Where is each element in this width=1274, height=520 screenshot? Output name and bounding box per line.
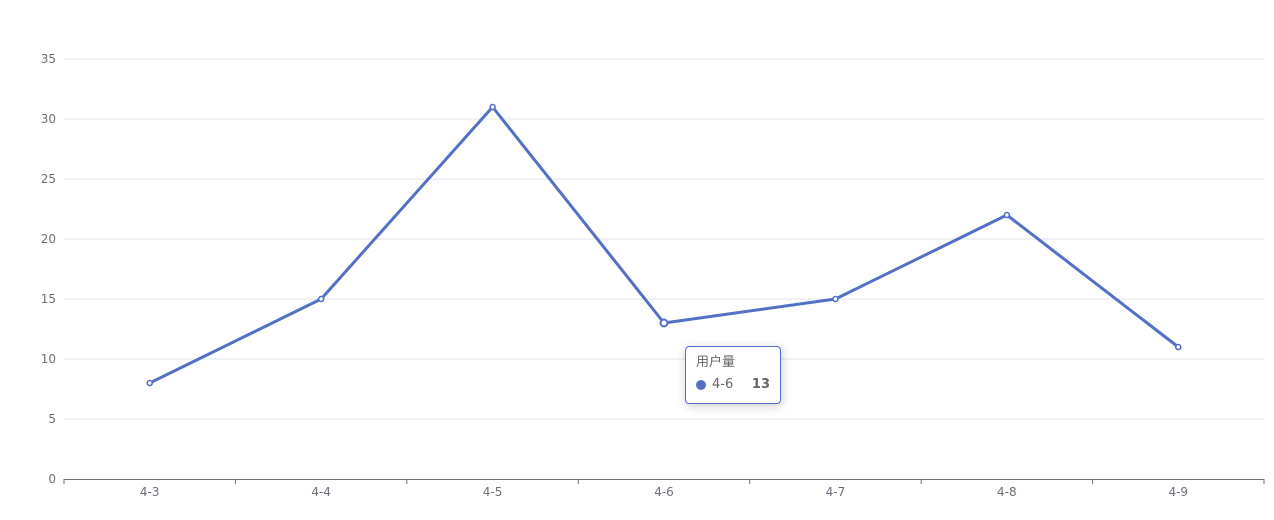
tooltip-row: 4-6 13	[696, 377, 770, 393]
y-tick-label: 30	[41, 112, 56, 126]
tooltip-series-marker	[696, 380, 706, 390]
y-tick-label: 10	[41, 352, 56, 366]
data-point[interactable]	[1174, 343, 1182, 351]
x-tick-label: 4-5	[483, 485, 503, 499]
x-axis	[63, 479, 1265, 484]
y-tick-label: 0	[48, 472, 56, 486]
x-tick-label: 4-6	[654, 485, 674, 499]
x-tick-label: 4-9	[1168, 485, 1188, 499]
x-tick-label: 4-4	[311, 485, 331, 499]
series-layer	[146, 103, 1182, 387]
x-axis-labels: 4-3 4-4 4-5 4-6 4-7 4-8 4-9	[140, 485, 1188, 499]
tooltip-title: 用户量	[696, 355, 736, 370]
x-tick-label: 4-3	[140, 485, 160, 499]
y-tick-label: 5	[48, 412, 56, 426]
tooltip-value: 13	[751, 377, 770, 392]
x-tick-label: 4-7	[826, 485, 846, 499]
tooltip-category: 4-6	[712, 377, 734, 392]
y-tick-label: 35	[41, 52, 56, 66]
series-line	[149, 105, 1180, 385]
data-point[interactable]	[659, 318, 669, 328]
data-point[interactable]	[489, 103, 496, 111]
y-tick-label: 20	[41, 232, 56, 246]
x-tick-label: 4-8	[997, 485, 1017, 499]
grid-lines	[64, 58, 1264, 420]
y-tick-label: 15	[41, 292, 56, 306]
y-tick-label: 25	[41, 172, 56, 186]
y-axis-labels: 0 5 10 15 20 25 30 35	[41, 52, 56, 486]
data-point[interactable]	[832, 295, 839, 303]
data-point[interactable]	[146, 379, 154, 387]
data-point[interactable]	[317, 295, 325, 303]
tooltip: 用户量 4-6 13	[685, 346, 781, 404]
data-point[interactable]	[1003, 211, 1011, 219]
